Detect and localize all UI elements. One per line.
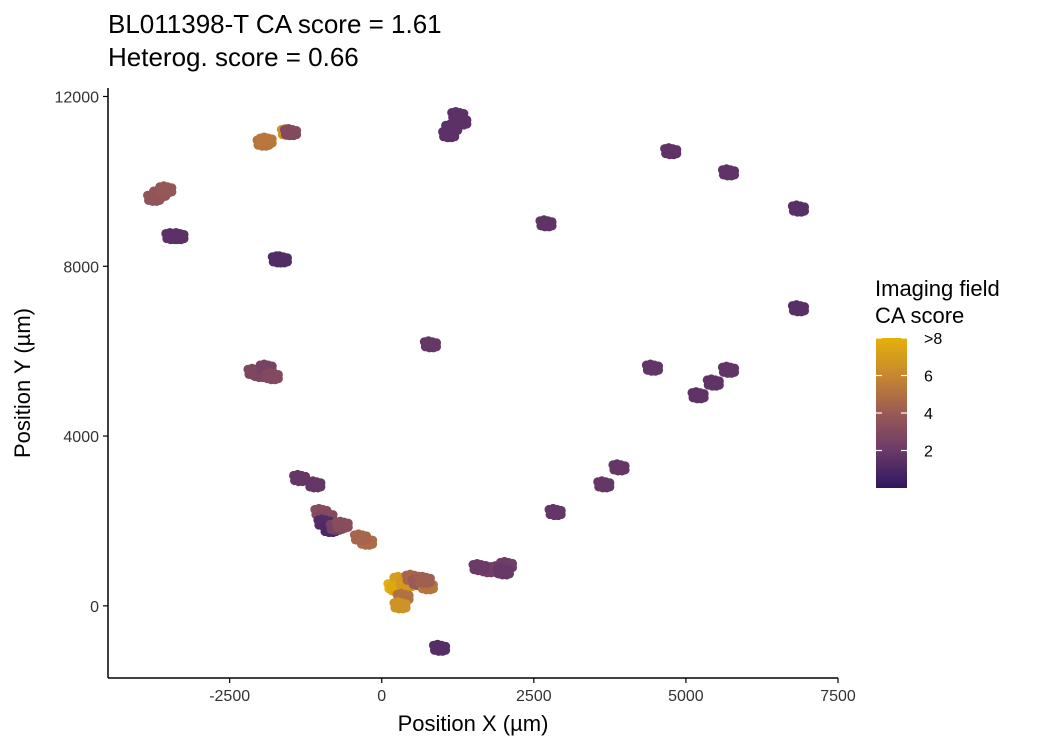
chart-title-line1: BL011398-T CA score = 1.61 <box>108 9 442 39</box>
points-layer <box>143 106 810 656</box>
y-axis-title: Position Y (µm) <box>10 308 35 458</box>
x-tick-label: -2500 <box>209 688 250 705</box>
x-tick-label: 5000 <box>668 688 704 705</box>
data-point <box>544 503 566 521</box>
y-tick-label: 12000 <box>55 89 100 106</box>
y-tick-label: 4000 <box>63 429 99 446</box>
data-point <box>660 143 682 160</box>
data-point <box>717 164 740 181</box>
data-point <box>419 336 442 353</box>
data-point <box>428 639 451 656</box>
data-point <box>687 387 709 404</box>
data-point <box>413 571 435 588</box>
chart-title-line2: Heterog. score = 0.66 <box>108 42 359 72</box>
data-point <box>279 123 302 141</box>
data-point <box>641 359 664 376</box>
data-point <box>492 563 515 580</box>
legend-tick-label: 4 <box>924 406 933 423</box>
x-tick-label: 0 <box>377 688 386 705</box>
x-tick-label: 2500 <box>516 688 552 705</box>
x-tick-label: 7500 <box>820 688 856 705</box>
data-point <box>593 476 615 493</box>
legend-ticks: 2 4 6 >8 <box>876 331 942 461</box>
legend-title-line1: Imaging field <box>875 276 1000 301</box>
x-axis-title: Position X (µm) <box>398 711 549 736</box>
data-point <box>447 106 469 124</box>
data-point <box>468 559 490 576</box>
data-point <box>261 368 283 385</box>
data-point <box>702 374 724 391</box>
y-tick-label: 8000 <box>63 259 99 276</box>
legend-tick-label: 6 <box>924 369 933 386</box>
data-point <box>255 132 277 149</box>
data-point <box>167 227 189 245</box>
data-point <box>608 459 630 476</box>
legend-title-line2: CA score <box>875 303 964 328</box>
data-point <box>155 181 177 198</box>
legend-tick-label: >8 <box>924 331 942 348</box>
data-point <box>535 215 557 232</box>
y-ticks: 0 4000 8000 12000 <box>55 89 108 616</box>
legend-tick-label: 2 <box>924 444 933 461</box>
y-tick-label: 0 <box>90 599 99 616</box>
data-point <box>331 516 353 533</box>
data-point <box>349 529 372 546</box>
data-point <box>787 200 810 217</box>
data-point <box>717 361 740 378</box>
x-ticks: -2500 0 2500 5000 7500 <box>209 678 856 705</box>
data-point <box>304 476 326 493</box>
data-point <box>787 300 810 317</box>
data-point <box>389 597 411 614</box>
data-point <box>270 251 292 268</box>
